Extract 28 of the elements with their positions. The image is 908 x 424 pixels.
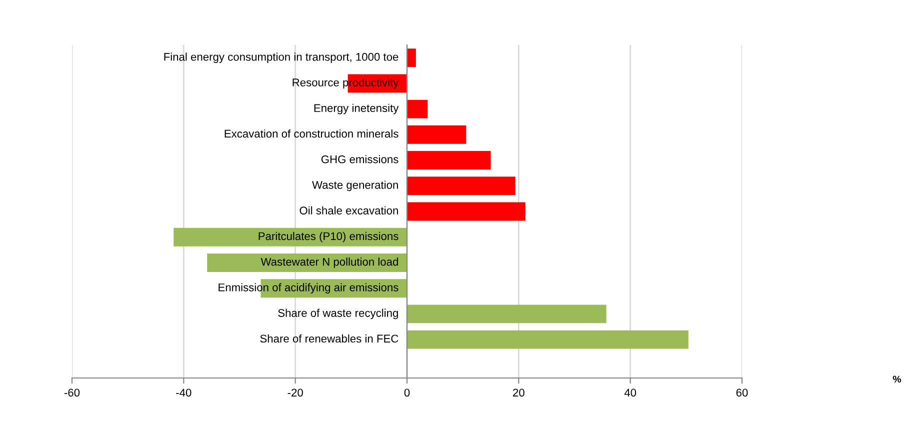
bar <box>407 176 516 196</box>
y-tick-label: Paritculates (P10) emissions <box>258 232 398 242</box>
y-tick-label: Oil shale excavation <box>300 206 398 214</box>
y-tick-label: Share of renewables in FEC <box>260 334 398 343</box>
text: % <box>892 376 902 383</box>
bar <box>407 330 688 349</box>
bar <box>407 100 428 118</box>
x-tick-label: -40 <box>176 388 192 397</box>
y-tick-label: Energy inetensity <box>314 104 399 114</box>
bar <box>207 254 407 272</box>
x-tick-label: -60 <box>64 388 80 397</box>
x-tick-label: -20 <box>288 388 303 397</box>
y-tick-label: GHG emissions <box>321 155 398 164</box>
x-tick-label: 60 <box>736 388 748 397</box>
bar <box>407 304 606 324</box>
x-tick-label: 20 <box>513 388 524 397</box>
y-tick-label: Share of waste recycling <box>278 308 398 320</box>
y-tick-label: Waste generation <box>312 180 398 192</box>
bar <box>407 151 491 170</box>
y-tick-label: Excavation of construction minerals <box>224 129 398 138</box>
y-tick-label: Final energy consumption in transport, 1000 toe <box>164 52 398 63</box>
bar <box>407 202 526 221</box>
x-tick-label: 0 <box>404 388 410 397</box>
y-tick-label: Wastewater N pollution load <box>260 258 398 268</box>
x-tick-label: 40 <box>624 388 636 397</box>
bar <box>174 228 407 246</box>
bar <box>407 48 416 68</box>
bar <box>407 125 466 144</box>
